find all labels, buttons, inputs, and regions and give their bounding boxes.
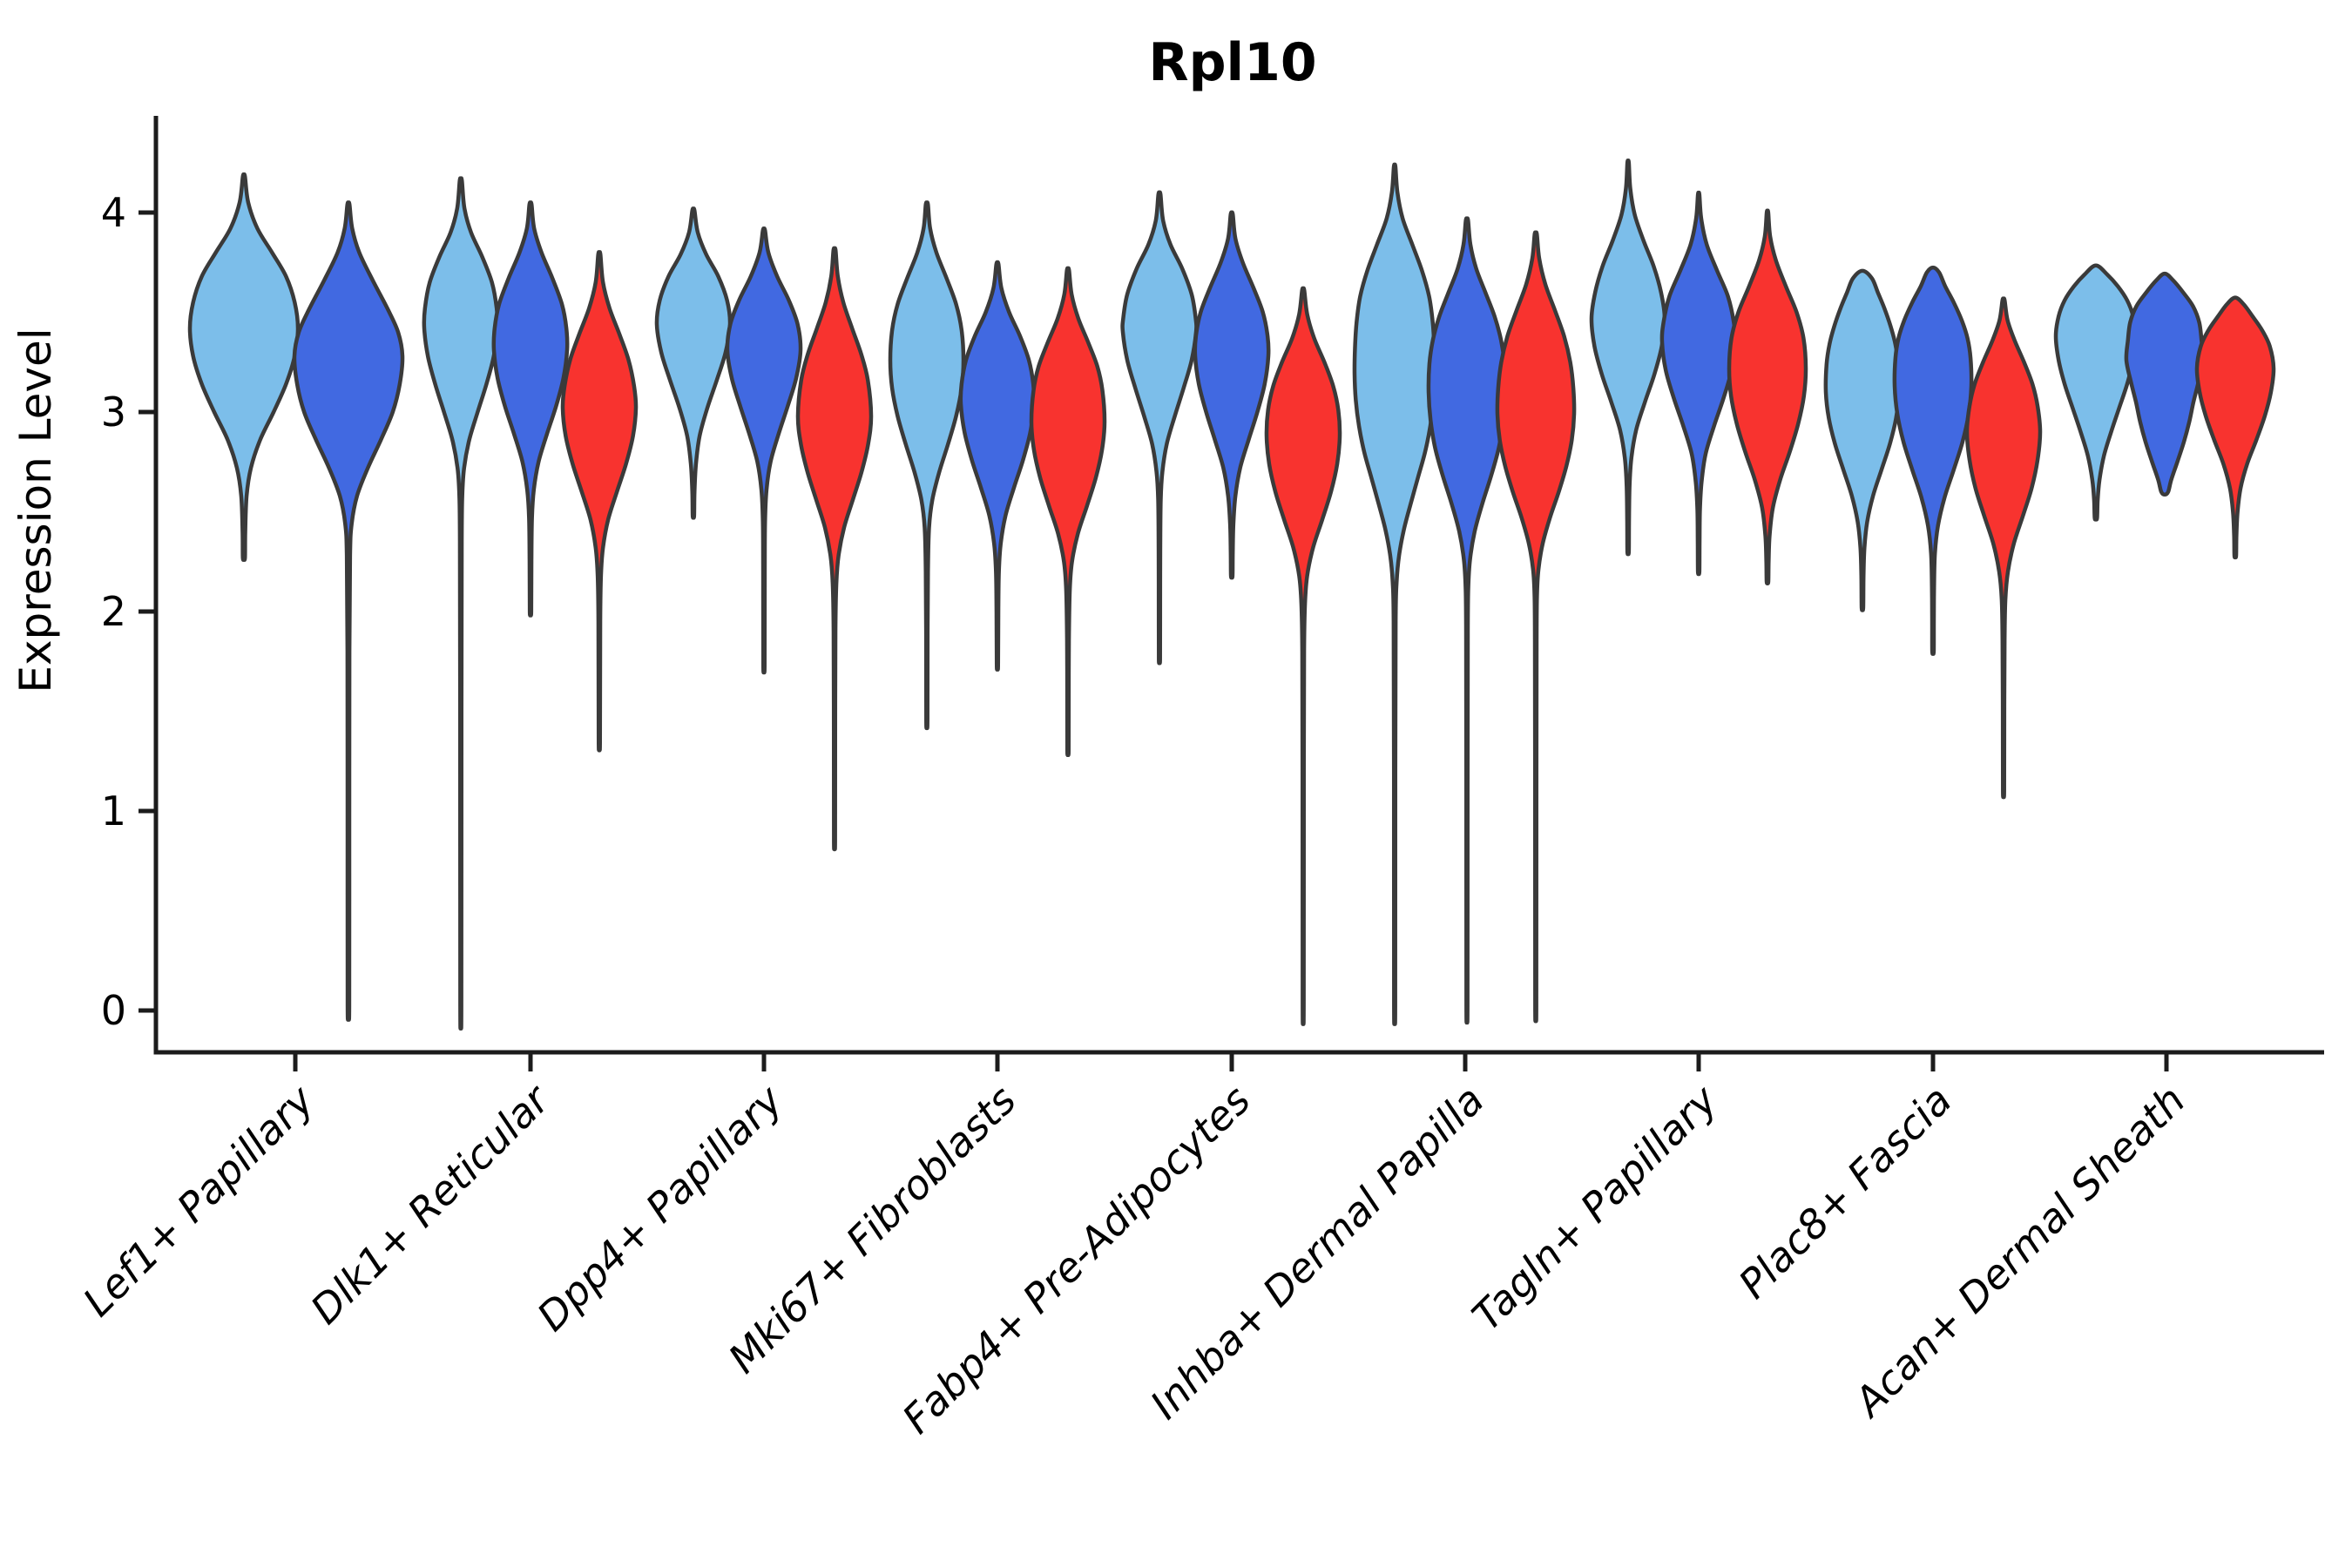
violin-6-light_blue	[654, 206, 733, 520]
violin-11-red	[1029, 266, 1107, 757]
violin-14-red	[1264, 286, 1342, 1026]
violin-8-red	[795, 246, 874, 852]
violin-1-light_blue	[187, 172, 301, 562]
x-tick-label-7: Tagln+ Papillary	[1463, 1076, 1727, 1340]
violin-20-red	[1727, 208, 1808, 585]
violin-5-red	[560, 250, 639, 753]
x-tick-label-1: Lef1+ Papillary	[74, 1076, 323, 1325]
x-tick-label-3: Dpp4+ Papillary	[528, 1076, 792, 1340]
y-tick-label: 2	[101, 588, 126, 635]
violin-21-light_blue	[1823, 268, 1902, 612]
violin-18-light_blue	[1589, 159, 1667, 557]
violin-3-light_blue	[422, 176, 500, 1031]
violin-23-red	[1964, 296, 2043, 800]
y-tick-label: 4	[101, 189, 126, 236]
violin-15-light_blue	[1352, 162, 1437, 1026]
violin-25-royal_blue	[2124, 271, 2206, 497]
violin-22-royal_blue	[1892, 265, 1974, 656]
y-tick-label: 0	[101, 987, 126, 1034]
violin-12-light_blue	[1120, 190, 1199, 666]
chart-title: Rpl10	[1148, 32, 1316, 93]
violin-24-light_blue	[2053, 263, 2139, 522]
violin-9-light_blue	[888, 200, 966, 730]
violin-26-red	[2194, 295, 2276, 560]
violin-13-royal_blue	[1193, 210, 1271, 580]
violin-16-royal_blue	[1426, 216, 1508, 1025]
y-axis-label: Expression Level	[10, 328, 61, 693]
violin-17-red	[1495, 230, 1577, 1024]
violin-10-royal_blue	[958, 260, 1037, 672]
x-tick-label-2: Dlk1+ Reticular	[301, 1074, 560, 1333]
x-tick-label-8: Plac8+ Fascia	[1729, 1077, 1960, 1308]
violin-2-royal_blue	[292, 200, 405, 1022]
violin-19-royal_blue	[1659, 190, 1738, 577]
violin-4-royal_blue	[491, 200, 570, 618]
axes-layer	[139, 116, 2324, 1071]
y-tick-label: 3	[101, 389, 126, 436]
y-tick-label: 1	[101, 787, 126, 835]
axis-spines	[153, 116, 2324, 1055]
violins-layer	[187, 159, 2276, 1031]
violin-7-royal_blue	[725, 226, 803, 675]
